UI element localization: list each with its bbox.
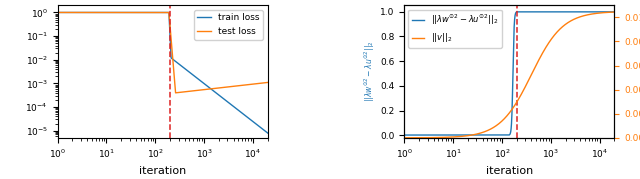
train loss <box>237 111 244 113</box>
train loss <box>143 11 151 14</box>
X-axis label: iteration: iteration <box>139 166 186 175</box>
test loss <box>134 11 142 14</box>
X-axis label: iteration: iteration <box>486 166 533 175</box>
train loss <box>264 132 271 134</box>
Line: test loss: test loss <box>58 13 268 93</box>
train loss <box>77 11 85 14</box>
Legend: train loss, test loss: train loss, test loss <box>194 10 263 40</box>
test loss <box>237 84 245 86</box>
test loss <box>172 92 179 94</box>
test loss <box>90 11 98 14</box>
test loss <box>77 11 85 14</box>
train loss <box>260 129 268 131</box>
test loss <box>260 82 268 84</box>
train loss <box>134 11 142 14</box>
Line: train loss: train loss <box>58 13 268 133</box>
test loss <box>54 11 61 14</box>
train loss <box>90 11 98 14</box>
test loss <box>264 81 271 84</box>
Y-axis label: $||\lambda w^{\odot 2} - \lambda u^{\odot 2}||_2$: $||\lambda w^{\odot 2} - \lambda u^{\odo… <box>363 41 378 103</box>
train loss <box>54 11 61 14</box>
Legend: $||\lambda w^{\odot 2} - \lambda u^{\odot 2}||_2$, $||v||_2$: $||\lambda w^{\odot 2} - \lambda u^{\odo… <box>408 9 502 48</box>
test loss <box>143 11 151 14</box>
